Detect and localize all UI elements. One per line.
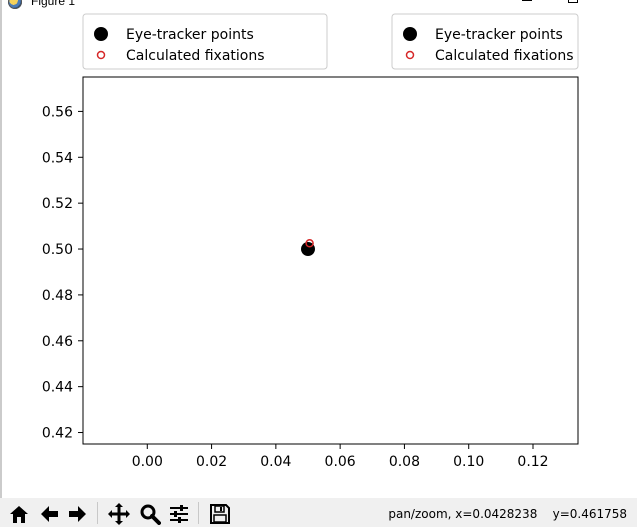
move-icon [108, 503, 130, 525]
figure-canvas[interactable]: 0.00 0.02 0.04 0.06 0.08 0.10 0.12 0.420.440.4… [0, 0, 637, 498]
maximize-button[interactable] [558, 0, 588, 8]
x-tick-label: 0.08 [389, 454, 420, 470]
configure-subplots-button[interactable] [166, 501, 192, 527]
toolbar-separator [97, 502, 98, 524]
legend-right-fixations-marker [405, 50, 415, 60]
close-icon: ✕ [614, 0, 625, 3]
legend-right[interactable]: Eye-tracker points Calculated fixations [391, 13, 579, 70]
legend-right-eye-tracker-marker [403, 27, 417, 41]
y-tick-label: 0.50 [42, 242, 73, 258]
pan-button[interactable] [106, 501, 132, 527]
legend-right-frame [391, 13, 579, 70]
back-button[interactable] [36, 501, 62, 527]
minimize-icon [522, 0, 532, 1]
app-icon [8, 0, 22, 9]
save-button[interactable] [207, 501, 233, 527]
magnifier-icon [140, 504, 161, 525]
fixation-point [305, 239, 314, 248]
legend-left-frame [82, 13, 328, 70]
window-edge [0, 0, 2, 527]
floppy-disk-icon [210, 504, 230, 524]
x-tick-label: 0.00 [132, 454, 163, 470]
y-tick-label: 0.52 [42, 196, 73, 212]
forward-button[interactable] [65, 501, 91, 527]
x-axis: 0.00 0.02 0.04 0.06 0.08 0.10 0.12 [132, 444, 549, 470]
y-tick-label: 0.46 [42, 334, 73, 350]
status-readout: pan/zoom, x=0.0428238 y=0.461758 [388, 507, 627, 521]
maximize-icon [568, 0, 578, 3]
legend-right-eye-tracker-label: Eye-tracker points [435, 27, 563, 43]
legend-right-fixations-label: Calculated fixations [435, 48, 574, 64]
arrow-left-icon [41, 506, 58, 522]
legend-left-fixations-marker [96, 50, 106, 60]
y-tick-label: 0.56 [42, 104, 73, 120]
legend-left-eye-tracker-marker [94, 27, 108, 41]
x-tick-label: 0.06 [325, 454, 356, 470]
legend-left-eye-tracker-label: Eye-tracker points [126, 27, 254, 43]
home-button[interactable] [6, 501, 32, 527]
legend-left[interactable]: Eye-tracker points Calculated fixations [82, 13, 328, 70]
arrow-right-icon [69, 506, 86, 522]
x-tick-label: 0.12 [517, 454, 548, 470]
x-tick-label: 0.02 [196, 454, 227, 470]
zoom-button[interactable] [137, 501, 163, 527]
sliders-icon [170, 505, 188, 523]
y-axis: 0.42 0.44 0.46 0.48 0.50 0.52 0.54 0.56 [42, 104, 83, 442]
plot-area[interactable] [82, 76, 579, 445]
y-tick-label: 0.48 [42, 288, 73, 304]
x-tick-label: 0.10 [453, 454, 484, 470]
minimize-button[interactable] [512, 0, 542, 8]
y-tick-label: 0.54 [42, 150, 73, 166]
y-tick-label: 0.44 [42, 380, 73, 396]
home-icon [10, 506, 28, 523]
legend-left-fixations-label: Calculated fixations [126, 48, 265, 64]
x-tick-label: 0.04 [260, 454, 291, 470]
navigation-toolbar: pan/zoom, x=0.0428238 y=0.461758 [0, 498, 637, 527]
y-tick-label: 0.42 [42, 426, 73, 442]
window-title: Figure 1 [31, 0, 76, 8]
title-bar: Figure 1 ✕ [0, 0, 637, 10]
close-button[interactable]: ✕ [604, 0, 634, 8]
toolbar-separator [198, 502, 199, 524]
data-points [301, 239, 315, 257]
